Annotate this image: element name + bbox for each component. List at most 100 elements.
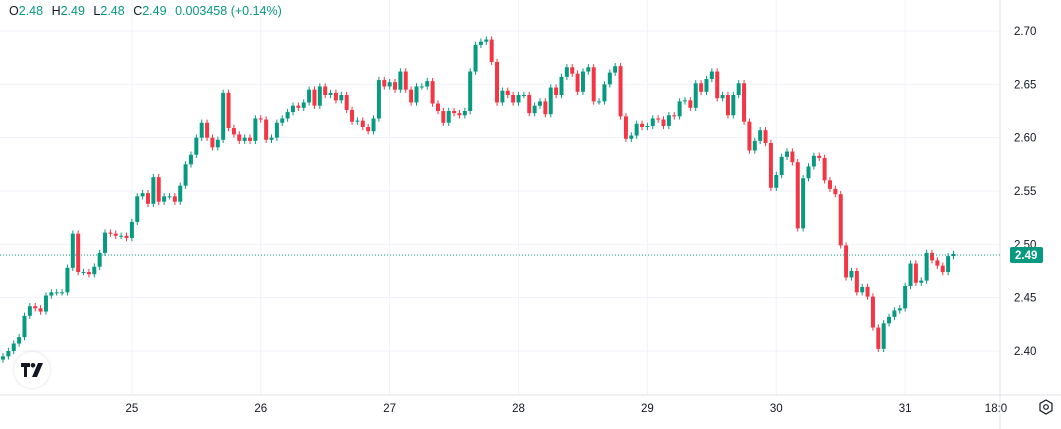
candle-body <box>930 252 935 261</box>
candle-body <box>156 177 161 202</box>
candle-body <box>172 196 177 202</box>
candle-body <box>505 90 510 96</box>
candle-body <box>226 92 231 129</box>
change-value: 0.003458 <box>175 4 228 18</box>
candle-body <box>280 118 285 123</box>
candle-body <box>258 118 263 120</box>
candle-body <box>827 180 832 189</box>
candle-body <box>108 232 113 234</box>
candle-body <box>709 71 714 80</box>
candle-body <box>452 111 457 114</box>
settings-hexagon-icon[interactable] <box>1037 398 1055 416</box>
candle-body <box>763 130 768 144</box>
candle-body <box>462 111 467 116</box>
candle-body <box>328 92 333 96</box>
candle-body <box>715 71 720 99</box>
candle-body <box>350 109 355 122</box>
candle-body <box>833 188 838 195</box>
x-tick-label: 29 <box>641 403 654 415</box>
candle-body <box>854 271 859 293</box>
grid-lines <box>0 0 1000 395</box>
candle-body <box>435 103 440 112</box>
candle-body <box>801 178 806 229</box>
candle-body <box>178 185 183 202</box>
candle-body <box>285 112 290 119</box>
candle-body <box>682 100 687 102</box>
candle-body <box>430 81 435 104</box>
candle-body <box>897 308 902 311</box>
candle-body <box>205 122 210 138</box>
candle-body <box>301 102 306 108</box>
last-price-badge <box>1010 247 1043 264</box>
candle-body <box>312 89 317 106</box>
x-tick-label: 27 <box>383 403 396 415</box>
candle-body <box>795 162 800 229</box>
candle-body <box>527 95 532 114</box>
close-label: C <box>133 4 143 18</box>
candle-body <box>43 295 48 312</box>
candle-body <box>253 118 258 141</box>
candle-body <box>677 101 682 117</box>
candle-body <box>876 327 881 349</box>
x-tick-label: 30 <box>770 403 783 415</box>
y-tick-label: 2.60 <box>1014 133 1036 145</box>
candle-body <box>543 101 548 115</box>
candle-body <box>366 127 371 132</box>
candle-body <box>188 154 193 165</box>
candle-body <box>559 76 564 96</box>
candle-body <box>140 193 145 197</box>
candle-body <box>49 292 54 296</box>
change-percent: (+0.14%) <box>230 4 282 18</box>
candle-body <box>135 196 140 222</box>
candle-body <box>409 89 414 103</box>
candle-body <box>290 105 295 113</box>
candle-body <box>924 252 929 281</box>
candle-body <box>538 101 542 106</box>
candle-body <box>151 177 156 204</box>
high-value: 2.49 <box>60 4 85 18</box>
candle-body <box>607 72 612 85</box>
candle-body <box>231 128 236 135</box>
candle-body <box>92 266 97 275</box>
candle-body <box>489 39 494 62</box>
candle-body <box>215 139 220 148</box>
candle-body <box>22 315 27 338</box>
candle-body <box>124 235 129 238</box>
candle-body <box>645 125 650 128</box>
candle-body <box>554 87 559 96</box>
low-label: L <box>93 4 101 18</box>
candle-body <box>892 310 897 317</box>
candle-body <box>382 80 387 87</box>
candle-body <box>693 83 698 108</box>
y-tick-label: 2.70 <box>1014 26 1036 38</box>
candle-body <box>586 67 591 72</box>
candle-body <box>618 66 623 117</box>
candle-body <box>817 155 822 158</box>
candle-body <box>17 337 22 344</box>
candle-body <box>387 82 392 87</box>
candle-body <box>38 308 43 312</box>
candle-body <box>86 272 91 275</box>
candle-body <box>575 73 580 92</box>
candle-body <box>591 67 596 102</box>
candle-body <box>6 351 11 357</box>
candle-body <box>473 44 478 72</box>
candle-body <box>371 118 376 132</box>
candle-body <box>296 105 301 108</box>
candle-body <box>870 296 875 328</box>
x-tick-label: 25 <box>125 403 138 415</box>
tradingview-logo[interactable] <box>14 352 50 388</box>
x-tick-label: 26 <box>254 403 267 415</box>
y-tick-label: 2.45 <box>1014 293 1036 305</box>
y-tick-label: 2.55 <box>1014 186 1036 198</box>
high-label: H <box>51 4 61 18</box>
candle-body <box>167 196 172 198</box>
candle-body <box>119 235 124 237</box>
candle-body <box>237 134 242 141</box>
candle-body <box>70 233 75 268</box>
candle-body <box>403 71 408 90</box>
candle-body <box>860 287 865 293</box>
candle-body <box>113 233 118 236</box>
candle-body <box>323 86 328 96</box>
